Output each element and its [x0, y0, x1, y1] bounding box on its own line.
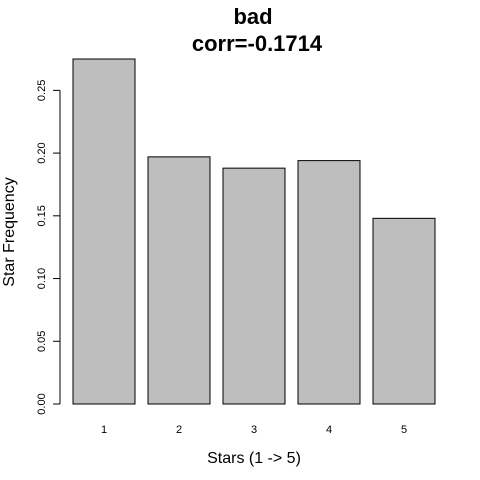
bar-3	[222, 167, 286, 405]
y-tick-label: 0.20	[36, 142, 48, 163]
chart-title: bad	[233, 4, 272, 29]
y-tick-label: 0.25	[36, 80, 48, 101]
x-tick-label-2: 2	[176, 424, 182, 436]
x-tick-label-1: 1	[101, 424, 107, 436]
bar-2	[147, 156, 211, 405]
x-tick-labels: 1 2 3 4 5	[101, 424, 407, 436]
bar-4	[297, 160, 361, 405]
bar-1	[72, 58, 136, 405]
x-axis-label: Stars (1 -> 5)	[207, 450, 301, 467]
x-tick-label-4: 4	[326, 424, 332, 436]
x-tick-label-3: 3	[251, 424, 257, 436]
y-tick-label: 0.15	[36, 205, 48, 226]
y-axis: 0.00 0.05 0.10 0.15 0.20 0.25	[36, 80, 61, 415]
y-tick-label: 0.10	[36, 268, 48, 289]
y-tick-label: 0.05	[36, 331, 48, 352]
bar-5	[372, 217, 436, 405]
y-axis-label: Star Frequency	[1, 177, 18, 286]
chart-subtitle: corr=-0.1714	[192, 31, 323, 56]
bars	[72, 58, 436, 405]
x-tick-label-5: 5	[401, 424, 407, 436]
y-tick-label: 0.00	[36, 393, 48, 414]
